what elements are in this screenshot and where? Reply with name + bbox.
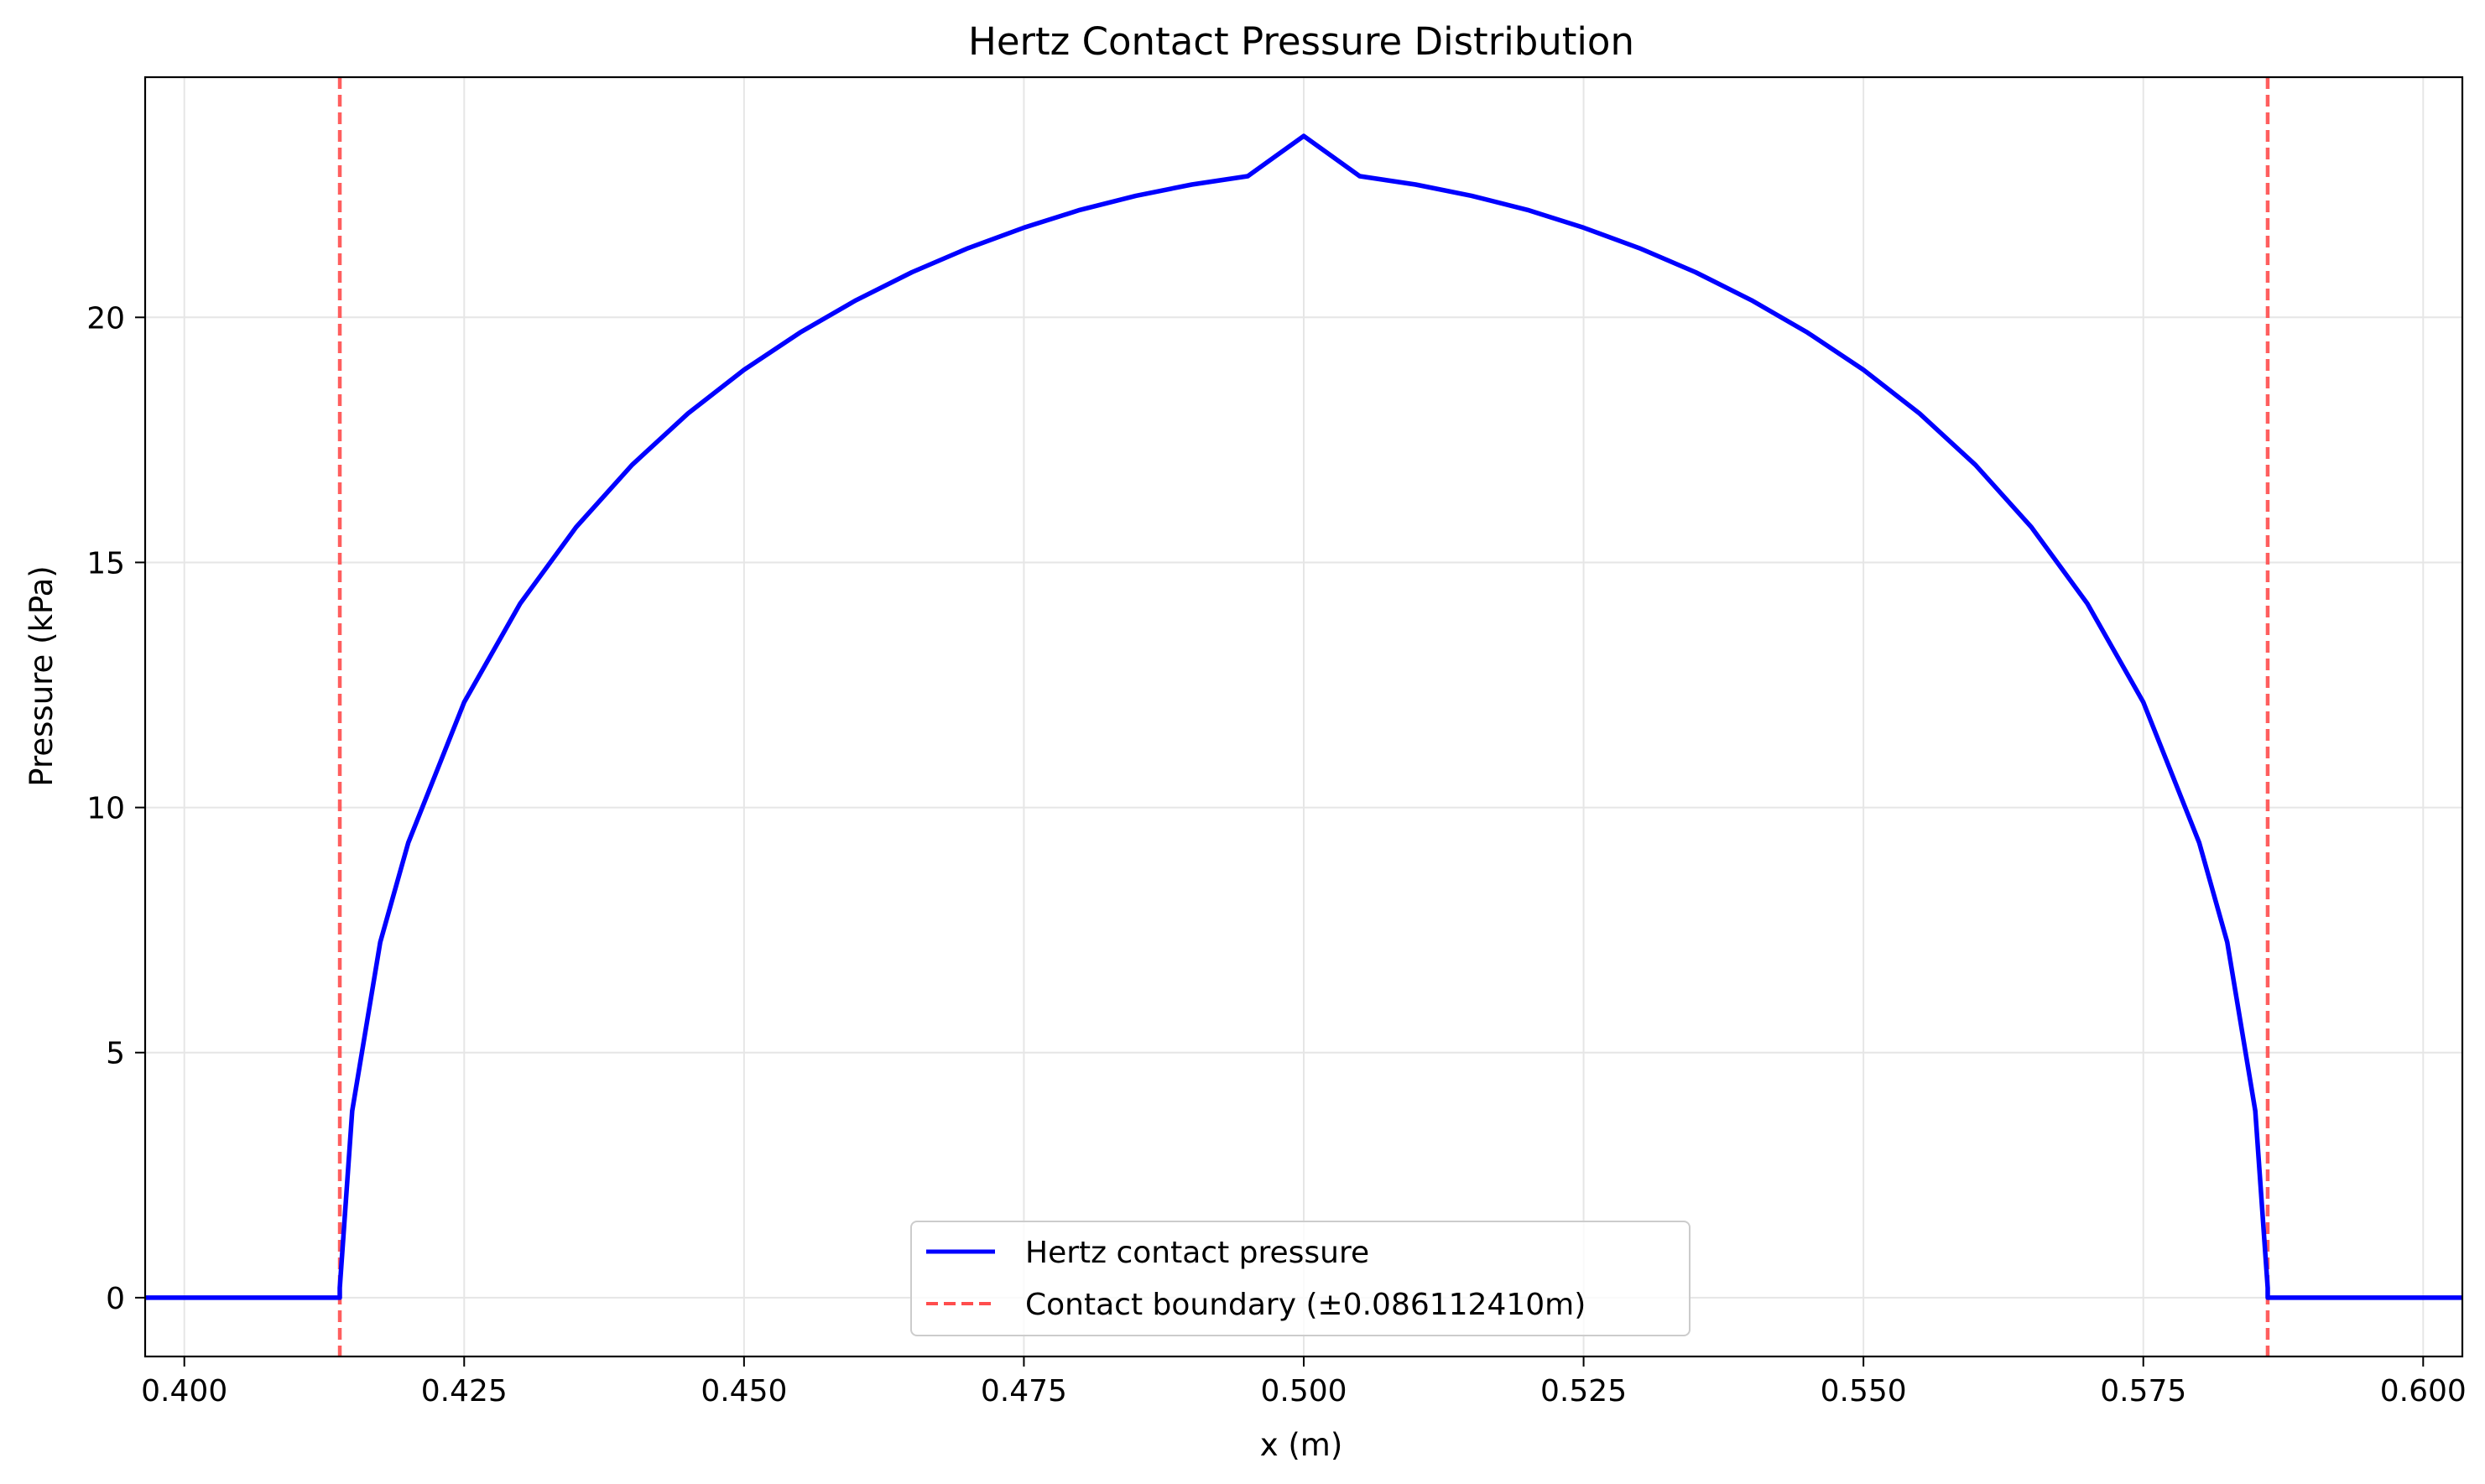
x-tick-label: 0.500 (1260, 1374, 1347, 1408)
legend-box (910, 1221, 1691, 1336)
x-axis-label: x (m) (1260, 1427, 1343, 1463)
x-tick-label: 0.425 (421, 1374, 508, 1408)
pressure-series (145, 133, 2462, 1300)
chart-title: Hertz Contact Pressure Distribution (968, 19, 1634, 64)
contact-boundary-lines (337, 77, 2270, 1356)
x-tick-label: 0.550 (1821, 1374, 1907, 1408)
x-tick-label: 0.400 (141, 1374, 227, 1408)
hertz-pressure-line (145, 133, 2462, 1300)
legend-label-contact-boundary: Contact boundary (±0.086112410m) (1025, 1288, 1586, 1322)
x-tick-label: 0.575 (2100, 1374, 2186, 1408)
y-tick-label: 5 (106, 1037, 125, 1071)
legend: Hertz contact pressure Contact boundary … (910, 1221, 1691, 1336)
y-axis-ticks: 0 5 10 15 20 (86, 301, 145, 1316)
x-tick-label: 0.450 (701, 1374, 787, 1408)
legend-label-hertz-pressure: Hertz contact pressure (1025, 1236, 1369, 1270)
x-axis-ticks: 0.400 0.425 0.450 0.475 0.500 0.525 0.550 0.575… (141, 1356, 2467, 1408)
x-tick-label: 0.525 (1540, 1374, 1627, 1408)
y-tick-label: 0 (106, 1282, 125, 1316)
x-tick-label: 0.600 (2380, 1374, 2467, 1408)
y-axis-label: Pressure (kPa) (23, 565, 60, 786)
x-tick-label: 0.475 (981, 1374, 1067, 1408)
y-tick-label: 15 (86, 546, 125, 581)
y-tick-label: 10 (86, 792, 125, 826)
y-tick-label: 20 (86, 301, 125, 336)
